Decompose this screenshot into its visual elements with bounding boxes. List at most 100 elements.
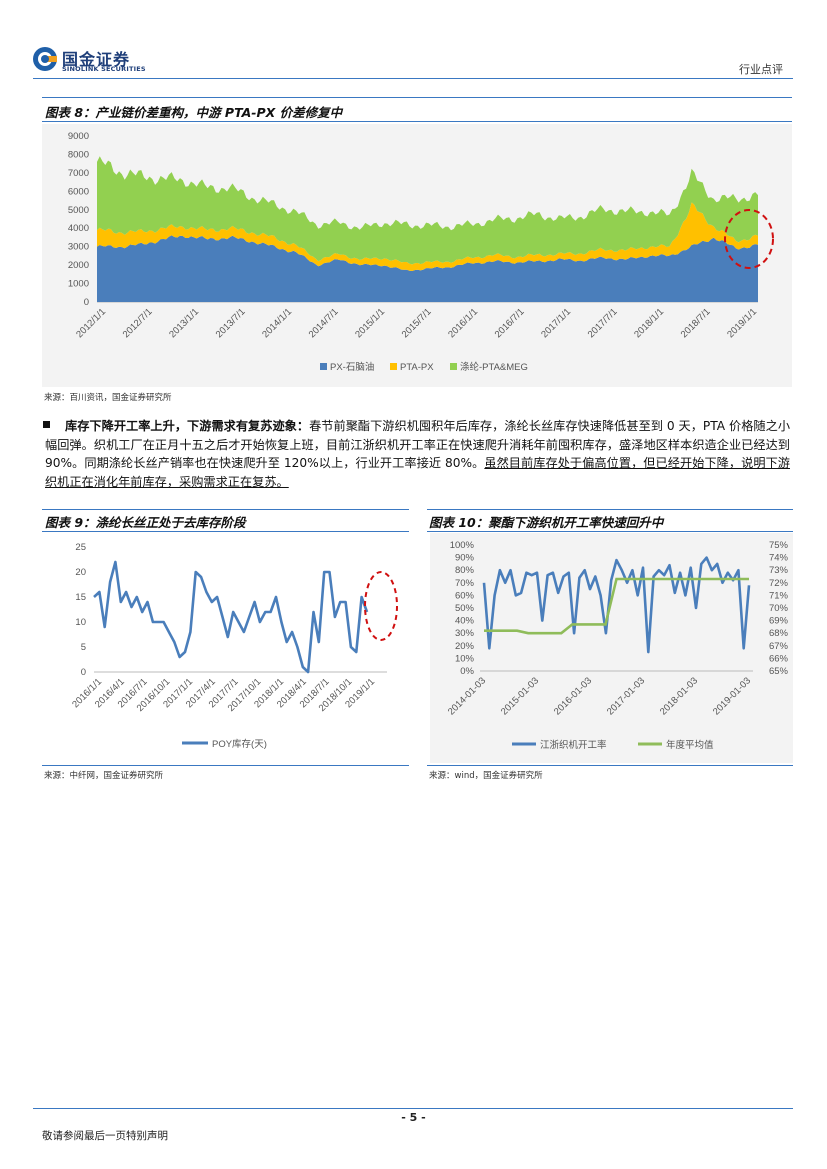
fig8-area-series-3 (97, 156, 758, 265)
fig9-ytick-label: 15 (75, 592, 86, 603)
fig8-legend-label: PX-石脑油 (330, 361, 374, 373)
fig10-legend-label-rate: 江浙织机开工率 (540, 739, 607, 751)
fig8-ytick-label: 8000 (68, 149, 89, 160)
paragraph-body: 春节前聚酯下游织机囤积年后库存，涤纶长丝库存快速降低甚至到 0 天，PTA 价格… (45, 419, 791, 470)
analysis-paragraph: 库存下降开工率上升，下游需求有复苏迹象：春节前聚酯下游织机囤积年后库存，涤纶长丝… (45, 417, 790, 491)
fig9-chart: 05101520252016/1/12016/4/12016/7/12016/1… (70, 542, 398, 750)
fig10-xtick-label: 2015-01-03 (499, 675, 541, 717)
fig8-legend-swatch (450, 363, 457, 370)
fig10-series-average-line (484, 577, 749, 635)
fig8-ytick-label: 4000 (68, 223, 89, 234)
fig8-xtick-label: 2019/1/1 (725, 306, 759, 340)
fig8-ytick-label: 9000 (68, 131, 89, 142)
footer-disclaimer: 敬请参阅最后一页特别声明 (42, 1130, 168, 1142)
fig9-legend-label: POY库存(天) (212, 738, 267, 750)
fig9-ytick-label: 10 (75, 617, 86, 628)
fig9-chart-area: 0 5 10 15 20 25 2016/1/1 2016/4/1 2016/7/1 2016/1… (42, 533, 409, 763)
fig10-ytick-left-label: 30% (455, 628, 475, 639)
fig9-highlight-ellipse (364, 571, 398, 641)
page-number: - 5 - (401, 1111, 426, 1124)
fig9-series-line (93, 560, 369, 674)
fig10-xtick-label: 2018-01-03 (658, 675, 700, 717)
fig9-ytick-label: 5 (81, 642, 86, 653)
fig8-xtick-label: 2014/7/1 (307, 306, 341, 340)
fig10-title-rule (427, 531, 793, 532)
fig8-ytick-label: 5000 (68, 205, 89, 216)
logo-mark-icon (33, 47, 57, 71)
fig8-top-rule (42, 97, 792, 98)
logo-text-en: SINOLINK SECURITIES (62, 65, 146, 73)
fig10-ytick-left-label: 100% (450, 540, 475, 551)
fig8-legend-label: PTA-PX (400, 362, 434, 373)
fig8-xtick-label: 2013/7/1 (214, 306, 248, 340)
header-rule (33, 78, 793, 79)
bullet-icon (43, 421, 50, 428)
fig8-xtick-label: 2017/1/1 (539, 306, 573, 340)
fig10-ytick-right-label: 74% (769, 553, 789, 564)
fig8-xtick-label: 2012/1/1 (74, 306, 108, 340)
fig10-ytick-left-label: 50% (455, 603, 475, 614)
fig8-title-rule (42, 121, 792, 122)
fig10-top-rule (427, 509, 793, 510)
fig10-bottom-rule (427, 765, 793, 766)
fig9-ytick-label: 0 (81, 667, 86, 678)
fig9-title-rule (42, 531, 409, 532)
fig8-area-series-1 (97, 235, 758, 302)
fig8-title: 图表 8：产业链价差重构，中游 PTA-PX 价差修复中 (45, 105, 343, 120)
fig8-ytick-label: 3000 (68, 242, 89, 253)
fig8-xtick-label: 2018/1/1 (632, 306, 666, 340)
document-type: 行业点评 (739, 63, 783, 76)
fig8-ytick-label: 0 (84, 297, 89, 308)
fig10-ytick-right-label: 73% (769, 565, 789, 576)
fig10-ytick-right-label: 67% (769, 641, 789, 652)
fig10-xtick-label: 2014-01-03 (446, 675, 488, 717)
fig10-xtick-label: 2016-01-03 (552, 675, 594, 717)
fig8-xtick-label: 2018/7/1 (679, 306, 713, 340)
fig8-xtick-label: 2012/7/1 (121, 306, 155, 340)
fig8-chart-area: 0 1000 2000 3000 4000 5000 6000 7000 8000 9000 201… (42, 124, 792, 387)
fig9-ytick-label: 20 (75, 567, 86, 578)
fig8-xtick-label: 2017/7/1 (586, 306, 620, 340)
fig10-ytick-right-label: 70% (769, 603, 789, 614)
fig8-ytick-label: 7000 (68, 168, 89, 179)
fig10-source: 来源：wind，国金证券研究所 (429, 771, 543, 781)
fig8-source: 来源：百川资讯，国金证券研究所 (44, 393, 172, 403)
fig8-chart: 0 1000 2000 3000 4000 5000 6000 7000 8000 9000 201… (68, 131, 774, 373)
fig10-xtick-label: 2019-01-03 (711, 675, 753, 717)
fig10-ytick-left-label: 0% (460, 666, 474, 677)
fig8-ytick-label: 2000 (68, 260, 89, 271)
fig9-bottom-rule (42, 765, 409, 766)
fig10-ytick-right-label: 69% (769, 616, 789, 627)
paragraph-underlined: 虽然目前库存处于偏高位置，但已经开始下降，说明下游织机正在消化年前库存，采购需求… (45, 456, 790, 489)
fig10-ytick-left-label: 90% (455, 553, 475, 564)
fig10-ytick-right-label: 68% (769, 628, 789, 639)
fig10-ytick-left-label: 40% (455, 616, 475, 627)
fig8-highlight-ellipse (724, 209, 774, 269)
fig8-xtick-label: 2014/1/1 (260, 306, 294, 340)
fig8-legend-label: 涤纶-PTA&MEG (460, 361, 528, 373)
paragraph-lead: 库存下降开工率上升，下游需求有复苏迹象： (65, 419, 310, 433)
fig10-ytick-left-label: 20% (455, 641, 475, 652)
company-logo: 国金证券 SINOLINK SECURITIES (32, 46, 182, 76)
fig10-ytick-left-label: 60% (455, 590, 475, 601)
fig9-top-rule (42, 509, 409, 510)
fig10-ytick-left-label: 10% (455, 653, 475, 664)
footer-rule (33, 1108, 793, 1109)
fig10-series-rate-line (482, 556, 751, 654)
fig10-ytick-right-label: 66% (769, 653, 789, 664)
fig10-title: 图表 10：聚酯下游织机开工率快速回升中 (429, 515, 664, 530)
fig10-ytick-left-label: 70% (455, 578, 475, 589)
fig10-xtick-label: 2017-01-03 (605, 675, 647, 717)
fig8-ytick-label: 1000 (68, 279, 89, 290)
fig8-ytick-label: 6000 (68, 186, 89, 197)
fig9-ytick-label: 25 (75, 542, 86, 553)
fig8-xtick-label: 2016/7/1 (493, 306, 527, 340)
fig8-xtick-label: 2016/1/1 (446, 306, 480, 340)
fig8-xtick-label: 2013/1/1 (167, 306, 201, 340)
logo-text-cn: 国金证券 (62, 50, 131, 69)
fig10-chart: 0%10%20%30%40%50%60%70%80%90%100%65%66%6… (446, 540, 789, 751)
fig10-legend-label-average: 年度平均值 (666, 739, 714, 751)
fig8-legend-swatch (320, 363, 327, 370)
fig8-area-series-2 (97, 202, 758, 271)
fig10-ytick-right-label: 72% (769, 578, 789, 589)
